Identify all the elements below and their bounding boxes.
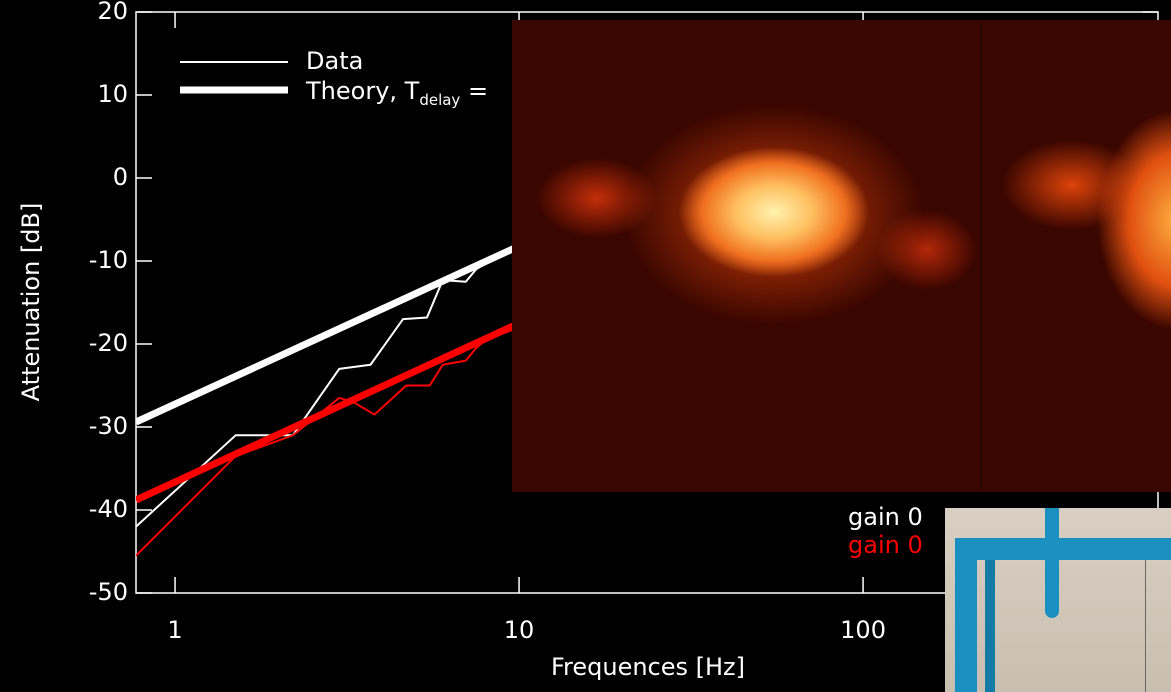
legend-label: Data <box>306 47 363 75</box>
frame-post <box>955 538 977 692</box>
y-axis-label: Attenuation [dB] <box>17 203 45 402</box>
legend-label-suffix: = <box>460 77 488 105</box>
y-tick-label: 20 <box>97 0 128 25</box>
frame-beam <box>955 538 1171 560</box>
series-line <box>136 320 521 504</box>
legend-label: Theory, Tdelay = <box>305 77 488 109</box>
hook <box>1045 508 1059 618</box>
legend: Data Theory, Tdelay = <box>180 47 488 109</box>
x-tick-label: 100 <box>840 616 886 644</box>
x-tick-label: 1 <box>167 616 182 644</box>
series-line <box>136 326 520 557</box>
photo-inset <box>945 508 1171 692</box>
y-tick-label: -10 <box>89 246 128 274</box>
series-line <box>136 243 520 528</box>
wire <box>1145 560 1146 692</box>
x-axis-label: Frequences [Hz] <box>551 653 745 681</box>
frame-post <box>985 560 995 692</box>
legend-label-subscript: delay <box>419 91 460 109</box>
y-tick-label: 10 <box>97 80 128 108</box>
x-tick-label: 10 <box>504 616 535 644</box>
heatmap-image <box>512 20 1171 492</box>
image-seam <box>980 20 982 492</box>
y-tick-label: -30 <box>89 412 128 440</box>
annotation: gain 0 <box>848 503 923 531</box>
y-tick-label: -20 <box>89 329 128 357</box>
series-line <box>136 242 521 426</box>
y-tick-label: 0 <box>113 163 128 191</box>
annotation: gain 0 <box>848 531 923 559</box>
y-tick-label: -40 <box>89 495 128 523</box>
legend-label-main: Theory, T <box>305 77 420 105</box>
y-tick-label: -50 <box>89 578 128 606</box>
